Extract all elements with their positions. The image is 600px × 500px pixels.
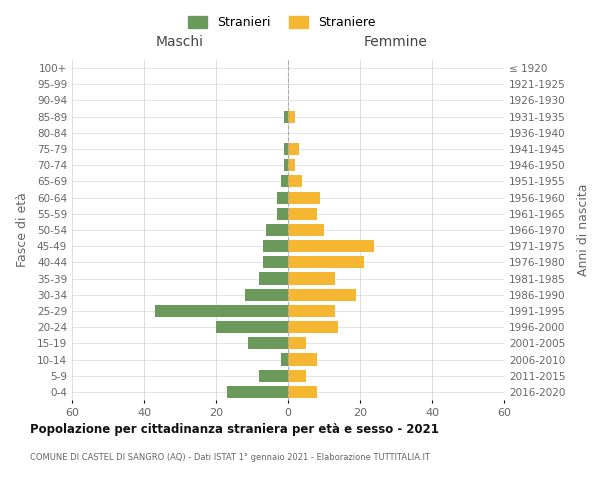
Bar [284, 143, 288, 155]
Bar [284, 110, 288, 122]
Bar [288, 386, 317, 398]
Y-axis label: Anni di nascita: Anni di nascita [577, 184, 590, 276]
Bar [288, 159, 295, 172]
Bar [288, 305, 335, 317]
Bar [288, 370, 306, 382]
Bar [277, 192, 288, 203]
Text: Maschi: Maschi [156, 34, 204, 48]
Bar [288, 192, 320, 203]
Bar [288, 224, 324, 236]
Bar [284, 159, 288, 172]
Bar [288, 256, 364, 268]
Bar [155, 305, 288, 317]
Bar [288, 208, 317, 220]
Bar [216, 321, 288, 333]
Bar [227, 386, 288, 398]
Bar [281, 176, 288, 188]
Legend: Stranieri, Straniere: Stranieri, Straniere [184, 11, 380, 34]
Bar [277, 208, 288, 220]
Bar [266, 224, 288, 236]
Bar [288, 338, 306, 349]
Bar [245, 288, 288, 301]
Bar [288, 321, 338, 333]
Bar [288, 288, 356, 301]
Bar [248, 338, 288, 349]
Bar [288, 176, 302, 188]
Text: Femmine: Femmine [364, 34, 428, 48]
Text: COMUNE DI CASTEL DI SANGRO (AQ) - Dati ISTAT 1° gennaio 2021 - Elaborazione TUTT: COMUNE DI CASTEL DI SANGRO (AQ) - Dati I… [30, 452, 430, 462]
Bar [263, 256, 288, 268]
Bar [288, 143, 299, 155]
Bar [259, 272, 288, 284]
Bar [263, 240, 288, 252]
Y-axis label: Fasce di età: Fasce di età [16, 192, 29, 268]
Text: Popolazione per cittadinanza straniera per età e sesso - 2021: Popolazione per cittadinanza straniera p… [30, 422, 439, 436]
Bar [288, 110, 295, 122]
Bar [288, 354, 317, 366]
Bar [281, 354, 288, 366]
Bar [288, 240, 374, 252]
Bar [288, 272, 335, 284]
Bar [259, 370, 288, 382]
